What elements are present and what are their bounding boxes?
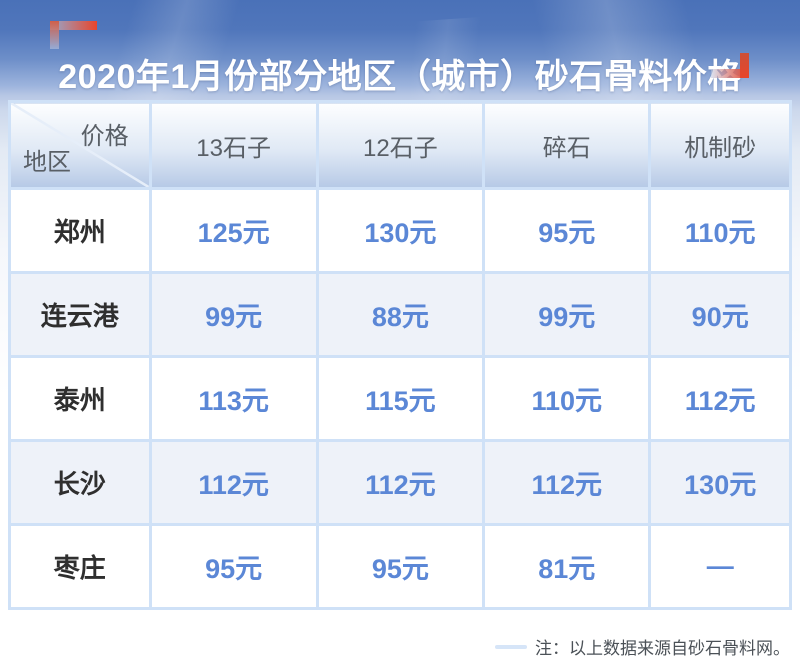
column-header: 12石子 [315, 100, 486, 190]
price-value: 112元 [648, 355, 792, 442]
title-bracket-bottom-right-icon [711, 53, 749, 78]
price-value: 110元 [482, 355, 652, 442]
column-header: 机制砂 [648, 100, 792, 190]
corner-label-region: 地区 [23, 149, 71, 176]
price-value: 125元 [148, 187, 319, 274]
city-name: 枣庄 [8, 523, 152, 610]
city-name: 泰州 [8, 355, 152, 442]
price-value: 90元 [648, 271, 792, 358]
corner-header-cell: 价格 地区 [8, 100, 152, 190]
bracket-bar [50, 21, 97, 30]
table-row: 枣庄 95元 95元 81元 — [8, 523, 792, 610]
source-note-text: 注：以上数据来源自砂石骨料网。 [535, 639, 790, 658]
price-value: 99元 [482, 271, 652, 358]
table-row: 泰州 113元 115元 110元 112元 [8, 355, 792, 442]
note-dash-icon [495, 645, 527, 649]
diagonal-divider [11, 103, 149, 187]
page-title: 2020年1月份部分地区（城市）砂石骨料价格 [58, 57, 742, 96]
price-value: 115元 [315, 355, 486, 442]
price-value: 112元 [315, 439, 486, 526]
city-name: 长沙 [8, 439, 152, 526]
corner-label-price: 价格 [80, 123, 129, 150]
price-value: 99元 [148, 271, 319, 358]
city-name: 郑州 [8, 187, 152, 274]
bracket-bar [711, 69, 749, 78]
column-header: 13石子 [148, 100, 319, 190]
price-value: 95元 [148, 523, 319, 610]
title-bracket-top-left-icon [50, 21, 97, 49]
price-value: 95元 [482, 187, 652, 274]
price-value: 112元 [148, 439, 319, 526]
source-note: 注：以上数据来源自砂石骨料网。 [495, 634, 790, 659]
price-value: 130元 [648, 439, 792, 526]
table-row: 郑州 125元 130元 95元 110元 [8, 187, 792, 274]
price-value: 81元 [482, 523, 652, 610]
price-value: 112元 [482, 439, 652, 526]
column-header: 碎石 [482, 100, 652, 190]
price-value: 95元 [315, 523, 486, 610]
price-value: 113元 [148, 355, 319, 442]
price-value: — [648, 523, 792, 610]
price-value: 110元 [648, 187, 792, 274]
city-name: 连云港 [8, 271, 152, 358]
bracket-bar [740, 53, 749, 78]
bracket-bar [50, 21, 59, 49]
table-row: 连云港 99元 88元 99元 90元 [8, 271, 792, 358]
price-table: 价格 地区 13石子 12石子 碎石 机制砂 郑州 125元 130元 95元 … [8, 100, 792, 610]
header-row: 价格 地区 13石子 12石子 碎石 机制砂 [8, 100, 792, 190]
price-value: 130元 [315, 187, 486, 274]
table-row: 长沙 112元 112元 112元 130元 [8, 439, 792, 526]
price-value: 88元 [315, 271, 486, 358]
